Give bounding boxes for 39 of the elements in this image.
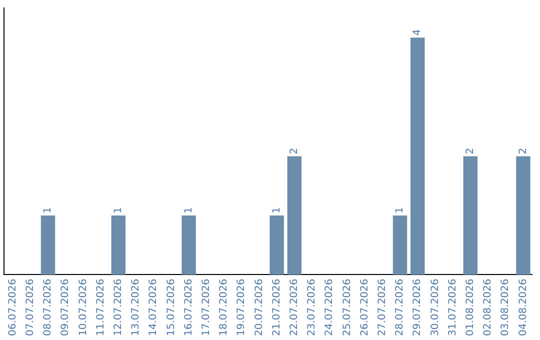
x-tick-label: 14.07.2026 [148, 278, 160, 336]
x-tick-label: 31.07.2026 [447, 278, 458, 336]
x-tick-label: 17.07.2026 [200, 278, 212, 336]
x-tick-label: 22.07.2026 [288, 278, 300, 336]
data-label: 1 [394, 207, 406, 214]
x-tick-label: 06.07.2026 [7, 278, 18, 336]
data-label: 4 [412, 29, 424, 36]
x-tick-label: 29.07.2026 [412, 278, 424, 336]
x-tick-label: 08.07.2026 [42, 278, 54, 336]
x-tick-label: 28.07.2026 [394, 278, 406, 336]
x-tick-label: 13.07.2026 [130, 278, 142, 336]
data-label: 2 [464, 148, 476, 154]
x-tick-label: 30.07.2026 [430, 278, 441, 336]
x-tick-label: 09.07.2026 [60, 278, 72, 336]
x-tick-label: 11.07.2026 [95, 278, 106, 336]
data-label: 1 [271, 207, 282, 214]
x-tick-label: 25.07.2026 [342, 278, 353, 336]
x-tick-label: 12.07.2026 [112, 278, 124, 336]
x-tick-label: 04.08.2026 [518, 278, 529, 336]
data-label: 1 [42, 207, 54, 214]
x-tick-label: 23.07.2026 [306, 278, 318, 336]
x-tick-label: 26.07.2026 [359, 278, 370, 336]
data-label: 1 [183, 207, 194, 214]
x-tick-label: 24.07.2026 [324, 278, 336, 336]
x-tick-label: 07.07.2026 [24, 278, 36, 336]
x-tick-label: 15.07.2026 [166, 278, 177, 336]
x-tick-label: 21.07.2026 [271, 278, 282, 336]
x-tick-label: 03.08.2026 [500, 278, 512, 336]
x-tick-label: 01.08.2026 [464, 278, 476, 336]
data-label: 2 [288, 148, 300, 154]
data-label: 2 [518, 148, 529, 154]
x-tick-label: 18.07.2026 [218, 278, 230, 336]
x-tick-label: 02.08.2026 [482, 278, 494, 336]
x-tick-label: 10.07.2026 [78, 278, 89, 336]
x-tick-label: 16.07.2026 [183, 278, 194, 336]
x-tick-label: 19.07.2026 [236, 278, 248, 336]
data-label: 1 [112, 207, 124, 214]
x-tick-label: 27.07.2026 [376, 278, 388, 336]
x-tick-label: 20.07.2026 [254, 278, 265, 336]
